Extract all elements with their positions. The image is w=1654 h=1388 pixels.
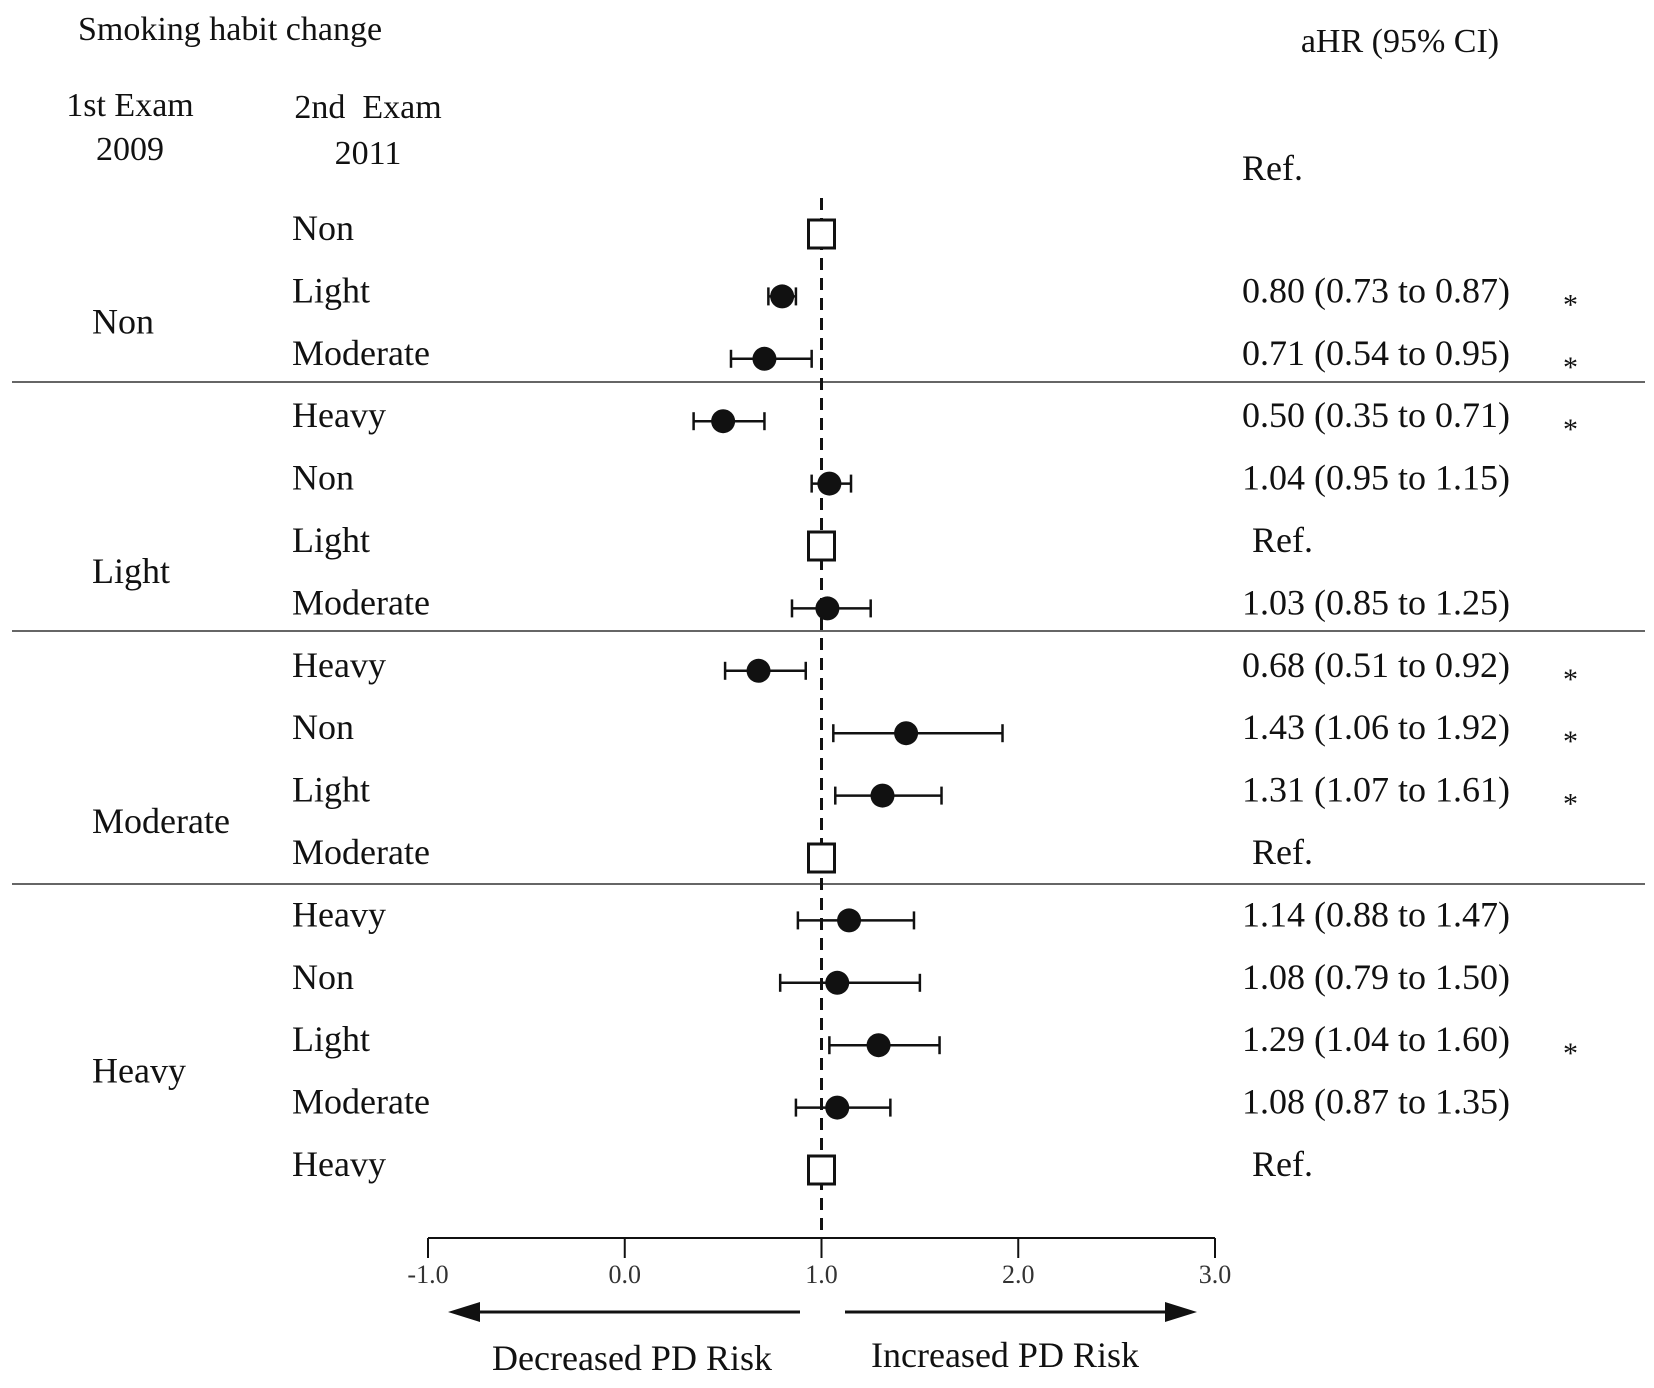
- significance-marker: *: [1563, 725, 1578, 758]
- hr-point: [894, 721, 919, 746]
- hr-estimate-label: 1.08 (0.79 to 1.50): [1242, 957, 1510, 997]
- header-ref-label: Ref.: [1242, 148, 1303, 188]
- increase-arrow-head: [1165, 1302, 1197, 1322]
- hr-point: [711, 409, 736, 434]
- reference-marker: [807, 1154, 836, 1186]
- reference-marker: [807, 530, 836, 562]
- hr-estimate-label: 1.14 (0.88 to 1.47): [1242, 894, 1510, 934]
- second-exam-label: Non: [292, 957, 354, 997]
- hr-point: [815, 596, 840, 621]
- header-exam1: 1st Exam: [66, 87, 193, 124]
- second-exam-label: Heavy: [292, 645, 386, 685]
- significance-marker: *: [1563, 413, 1578, 446]
- second-exam-label: Light: [292, 1019, 370, 1059]
- decrease-arrow-head: [448, 1302, 480, 1322]
- hr-estimate-label: 1.08 (0.87 to 1.35): [1242, 1082, 1510, 1122]
- ref-label: Ref.: [1252, 520, 1313, 560]
- hr-point: [746, 658, 771, 683]
- hr-point: [837, 908, 862, 933]
- group-label-heavy: Heavy: [92, 1050, 186, 1090]
- header-exam2: 2nd Exam: [294, 89, 441, 126]
- group-label-light: Light: [92, 551, 170, 591]
- second-exam-label: Non: [292, 458, 354, 498]
- second-exam-label: Light: [292, 270, 370, 310]
- second-exam-label: Moderate: [292, 832, 430, 872]
- x-tick-label: 1.0: [805, 1260, 838, 1289]
- x-tick-label: 0.0: [609, 1260, 642, 1289]
- decreased-risk-label: Decreased PD Risk: [492, 1338, 772, 1378]
- significance-marker: *: [1563, 288, 1578, 321]
- second-exam-label: Heavy: [292, 1144, 386, 1184]
- hr-estimate-label: 1.29 (1.04 to 1.60): [1242, 1019, 1510, 1059]
- hr-point: [870, 783, 895, 808]
- reference-marker: [807, 218, 836, 250]
- header-exam1-year: 2009: [96, 131, 164, 168]
- second-exam-label: Light: [292, 770, 370, 810]
- group-label-moderate: Moderate: [92, 801, 230, 841]
- significance-marker: *: [1563, 1037, 1578, 1070]
- hr-estimate-label: 0.68 (0.51 to 0.92): [1242, 645, 1510, 685]
- x-axis: -1.0 0.0 1.0 2.0 3.0: [407, 1237, 1232, 1289]
- x-tick-label: -1.0: [407, 1260, 448, 1289]
- hr-estimate-label: 1.43 (1.06 to 1.92): [1242, 707, 1510, 747]
- second-exam-label: Non: [292, 707, 354, 747]
- chart-title: Smoking habit change: [78, 11, 382, 48]
- hr-point: [825, 1095, 850, 1120]
- hr-estimate-label: 1.04 (0.95 to 1.15): [1242, 458, 1510, 498]
- second-exam-label: Moderate: [292, 582, 430, 622]
- hr-point: [752, 346, 777, 371]
- header-estimate: aHR (95% CI): [1301, 23, 1499, 60]
- significance-marker: *: [1563, 663, 1578, 696]
- second-exam-label: Heavy: [292, 395, 386, 435]
- significance-marker: *: [1563, 351, 1578, 384]
- hr-estimate-label: 0.80 (0.73 to 0.87): [1242, 270, 1510, 310]
- hr-point: [770, 284, 795, 309]
- header-exam2-year: 2011: [335, 135, 402, 172]
- hr-point: [825, 970, 850, 995]
- ref-label: Ref.: [1252, 832, 1313, 872]
- second-exam-label: Moderate: [292, 1082, 430, 1122]
- significance-marker: *: [1563, 788, 1578, 821]
- ref-label: Ref.: [1252, 1144, 1313, 1184]
- hr-estimate-label: 0.50 (0.35 to 0.71): [1242, 395, 1510, 435]
- hr-estimate-label: 0.71 (0.54 to 0.95): [1242, 333, 1510, 373]
- hr-point: [866, 1033, 891, 1058]
- hr-estimate-label: 1.03 (0.85 to 1.25): [1242, 582, 1510, 622]
- increased-risk-label: Increased PD Risk: [871, 1335, 1139, 1375]
- reference-marker: [807, 842, 836, 874]
- second-exam-label: Non: [292, 208, 354, 248]
- second-exam-label: Light: [292, 520, 370, 560]
- second-exam-label: Moderate: [292, 333, 430, 373]
- forest-rows: Non Non Light 0.80 (0.73 to 0.87) * Moderate 0…: [92, 198, 1578, 1238]
- hr-estimate-label: 1.31 (1.07 to 1.61): [1242, 770, 1510, 810]
- hr-point: [817, 471, 842, 496]
- x-tick-label: 2.0: [1002, 1260, 1035, 1289]
- x-tick-label: 3.0: [1199, 1260, 1232, 1289]
- second-exam-label: Heavy: [292, 894, 386, 934]
- group-label-non: Non: [92, 302, 154, 342]
